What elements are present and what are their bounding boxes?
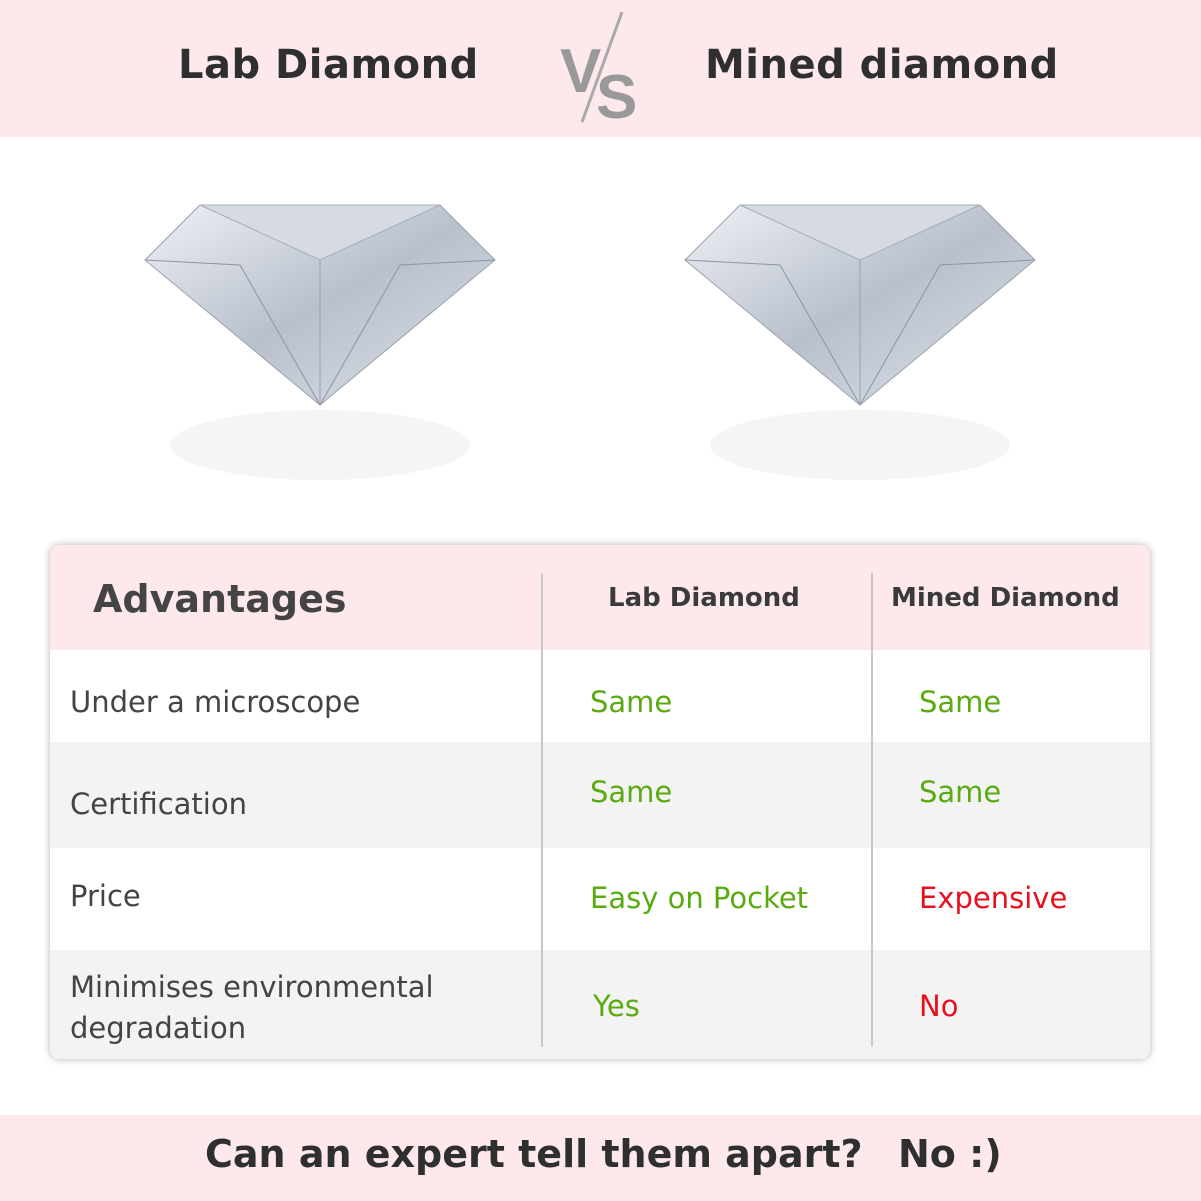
row-label: Minimises environmental degradation — [70, 970, 434, 1045]
table-row — [50, 950, 1150, 1059]
header-advantages: Advantages — [93, 577, 347, 621]
vs-logo: V S — [560, 11, 637, 125]
row-label: Certification — [70, 787, 247, 821]
column-divider — [871, 573, 873, 1047]
svg-text:V: V — [560, 37, 601, 106]
lab-value: Yes — [593, 989, 640, 1023]
lab-value: Same — [590, 685, 673, 719]
header-mined-diamond: Mined Diamond — [891, 583, 1120, 613]
row-label: Price — [70, 879, 141, 913]
mined-value: Same — [919, 685, 1002, 719]
mined-value: Same — [919, 775, 1002, 809]
mined-diamond-title: Mined diamond — [705, 42, 1059, 88]
footer-band — [0, 1115, 1201, 1201]
svg-text:S: S — [596, 63, 637, 125]
header-lab-diamond: Lab Diamond — [608, 583, 800, 613]
column-divider — [541, 573, 543, 1047]
mined-value: No — [919, 989, 959, 1023]
lab-diamond-title: Lab Diamond — [178, 42, 479, 88]
comparison-table: Advantages Lab Diamond Mined Diamond Und… — [50, 545, 1150, 1059]
lab-value: Same — [590, 775, 673, 809]
mined-diamond-image — [684, 204, 1036, 480]
mined-value: Expensive — [919, 881, 1068, 915]
table-header — [50, 545, 1150, 650]
footer-answer: No :) — [898, 1132, 1002, 1176]
lab-value: Easy on Pocket — [590, 881, 809, 915]
table-row — [50, 742, 1150, 848]
lab-diamond-image — [144, 204, 496, 480]
footer-question: Can an expert tell them apart? — [205, 1132, 863, 1176]
row-label: Under a microscope — [70, 685, 361, 719]
